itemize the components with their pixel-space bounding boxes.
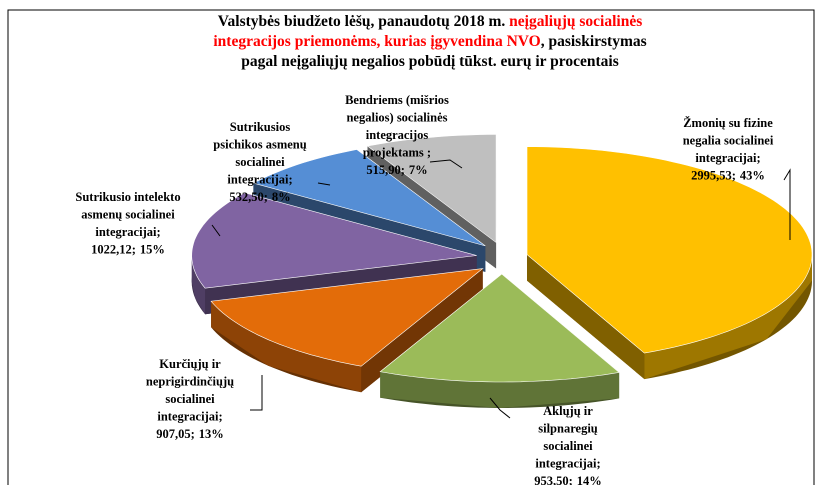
title-part: neįgaliųjų socialinės [509, 13, 642, 30]
leader-line [429, 159, 463, 169]
label-line: Aklųjų ir [543, 404, 593, 418]
label-value: 1022,12; 15% [91, 243, 165, 257]
percent-label: 15% [140, 243, 165, 257]
label-line: psichikos asmenų [213, 138, 306, 152]
label-value: 907,05; 13% [156, 427, 224, 441]
data-label: Žmonių su fizine negalia socialinei integr… [683, 116, 774, 183]
chart-title: integracijos priemonėms, kurias įgyvendi… [213, 33, 646, 50]
label-line: socialinei [165, 392, 215, 406]
label-line: integracijai; [695, 151, 760, 165]
label-line: integracijai; [95, 225, 160, 239]
label-line: integracijos [366, 128, 429, 142]
label-line: Kurčiųjų ir [159, 357, 221, 371]
label-line: Bendriems (mišrios [345, 93, 449, 107]
slice-side [361, 268, 483, 393]
label-line: Žmonių su fizine [683, 116, 773, 130]
data-label: Aklųjų ir silpnaregių socialinei integracij… [534, 404, 602, 485]
label-value: 2995,53; 43% [691, 169, 765, 183]
slice-side [527, 254, 645, 380]
title-part: pagal neįgaliųjų negalios pobūdį tūkst. … [241, 53, 619, 70]
slice [210, 268, 484, 367]
data-label: Sutrikusio intelekto asmenų socialinei int… [75, 190, 180, 257]
value-label: 2995,53; [691, 169, 736, 183]
slice [191, 192, 477, 289]
slice-wall [644, 254, 812, 380]
label-line: socialinei [543, 439, 593, 453]
value-label: 532,50; [229, 190, 268, 204]
label-line: negalia socialinei [683, 134, 774, 148]
leader-line [317, 182, 331, 186]
slice [379, 273, 620, 383]
data-label: Sutrikusios psichikos asmenų socialinei int… [213, 120, 306, 204]
leader-line [783, 168, 791, 240]
label-line: Sutrikusios [230, 120, 291, 134]
data-label: Kurčiųjų ir neprigirdinčiųjų socialinei int… [146, 357, 234, 441]
slice [252, 149, 486, 247]
label-line: integracijai; [227, 173, 292, 187]
percent-label: 13% [199, 427, 224, 441]
title-part: Valstybės biudžeto lėšų, panaudotų 2018 … [218, 13, 509, 30]
value-label: 953,50; [534, 474, 573, 485]
label-line: negalios) socialinės [346, 111, 447, 125]
chart-title: pagal neįgaliųjų negalios pobūdį tūkst. … [241, 53, 619, 70]
label-line: integracijai; [535, 457, 600, 471]
slice-wall [380, 371, 620, 408]
percent-label: 43% [740, 169, 765, 183]
data-label: Bendriems (mišrios negalios) socialinės in… [345, 93, 449, 177]
value-label: 515,90; [366, 163, 405, 177]
label-line: neprigirdinčiųjų [146, 375, 234, 389]
label-line: projektams ; [363, 146, 431, 160]
title-part: integracijos priemonėms, kurias įgyvendi… [213, 33, 540, 50]
slice [526, 146, 813, 354]
leader-line [489, 397, 511, 419]
label-line: socialinei [235, 155, 285, 169]
percent-label: 14% [577, 474, 602, 485]
leader-line [250, 375, 263, 411]
leader-line [211, 224, 221, 237]
value-label: 1022,12; [91, 243, 136, 257]
label-line: asmenų socialinei [81, 208, 175, 222]
title-part: , pasiskirstymas [541, 33, 647, 50]
label-value: 953,50; 14% [534, 474, 602, 485]
label-value: 532,50; 8% [229, 190, 290, 204]
label-value: 515,90; 7% [366, 163, 427, 177]
label-line: Sutrikusio intelekto [75, 190, 180, 204]
label-line: silpnaregių [538, 422, 598, 436]
slice-wall [191, 255, 206, 315]
chart-title: Valstybės biudžeto lėšų, panaudotų 2018 … [218, 13, 642, 30]
percent-label: 7% [409, 163, 428, 177]
label-line: integracijai; [157, 410, 222, 424]
percent-label: 8% [272, 190, 291, 204]
value-label: 907,05; [156, 427, 195, 441]
slice [366, 134, 497, 244]
